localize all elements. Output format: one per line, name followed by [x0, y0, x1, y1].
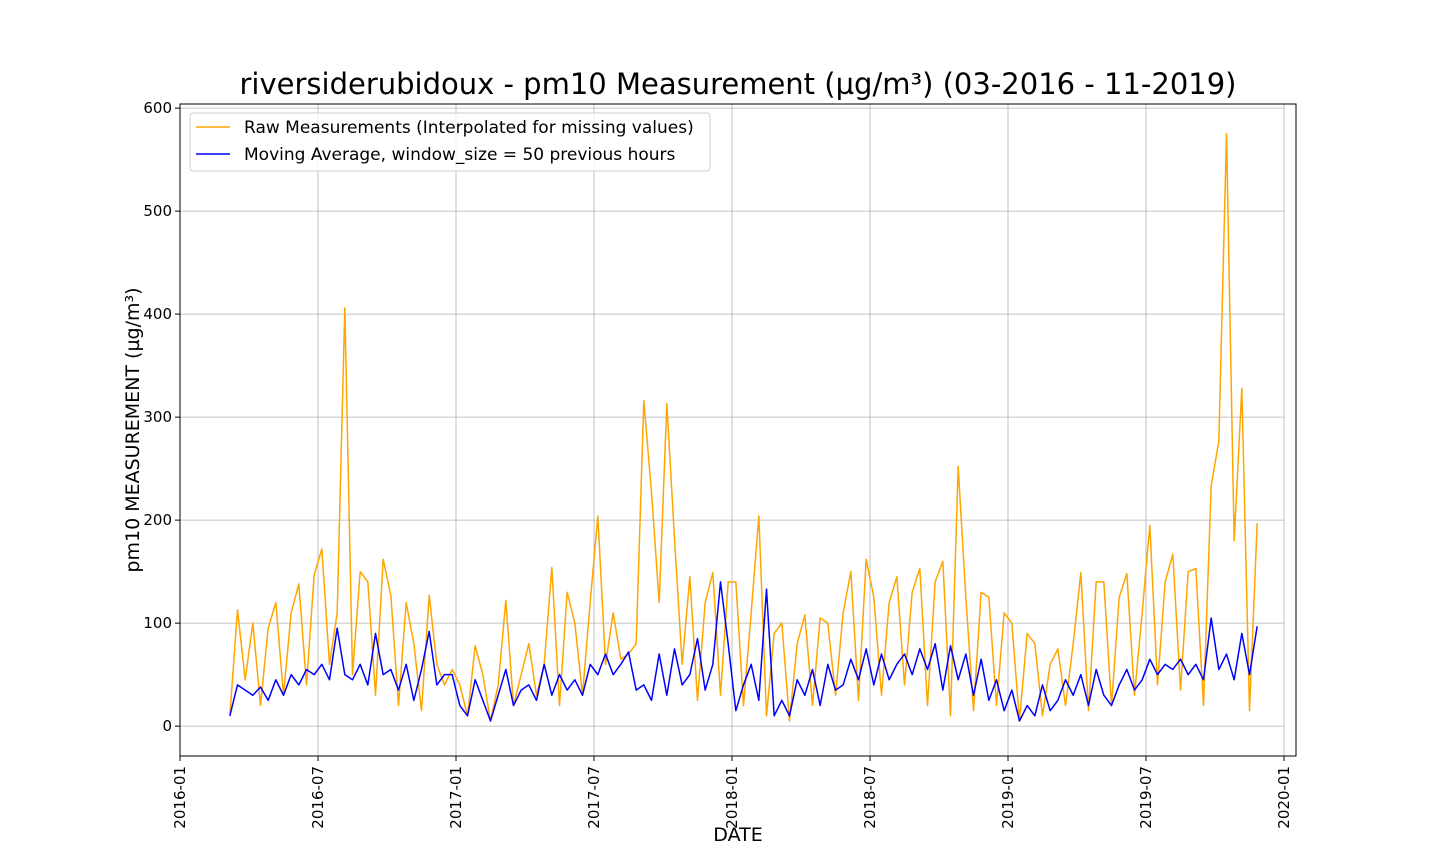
y-tick-label: 0: [162, 717, 172, 735]
data-line: [229, 581, 1258, 722]
x-tick-label: 2020-01: [1275, 766, 1293, 829]
y-tick-label: 300: [143, 408, 172, 426]
x-tick-label: 2018-01: [723, 766, 741, 829]
legend-label: Moving Average, window_size = 50 previou…: [244, 145, 676, 165]
x-tick-label: 2017-01: [447, 766, 465, 829]
y-tick-label: 500: [143, 202, 172, 220]
x-axis-label: DATE: [713, 824, 762, 846]
x-tick-label: 2016-07: [309, 766, 327, 829]
plot-frame: [179, 103, 1297, 757]
y-tick-label: 100: [143, 614, 172, 632]
x-tick-label: 2019-07: [1137, 766, 1155, 829]
data-line: [229, 133, 1258, 722]
legend: Raw Measurements (Interpolated for missi…: [189, 112, 711, 172]
legend-label: Raw Measurements (Interpolated for missi…: [244, 118, 694, 138]
y-axis-label: pm10 MEASUREMENT (µg/m³): [122, 287, 144, 572]
x-tick-label: 2017-07: [585, 766, 603, 829]
y-tick-label: 200: [143, 511, 172, 529]
chart-title: riversiderubidoux - pm10 Measurement (µg…: [240, 67, 1237, 101]
y-tick-label: 400: [143, 305, 172, 323]
y-tick-label: 600: [143, 99, 172, 117]
x-tick-label: 2018-07: [861, 766, 879, 829]
x-tick-label: 2016-01: [171, 766, 189, 829]
legend-box: [189, 112, 711, 172]
x-tick-label: 2019-01: [999, 766, 1017, 829]
